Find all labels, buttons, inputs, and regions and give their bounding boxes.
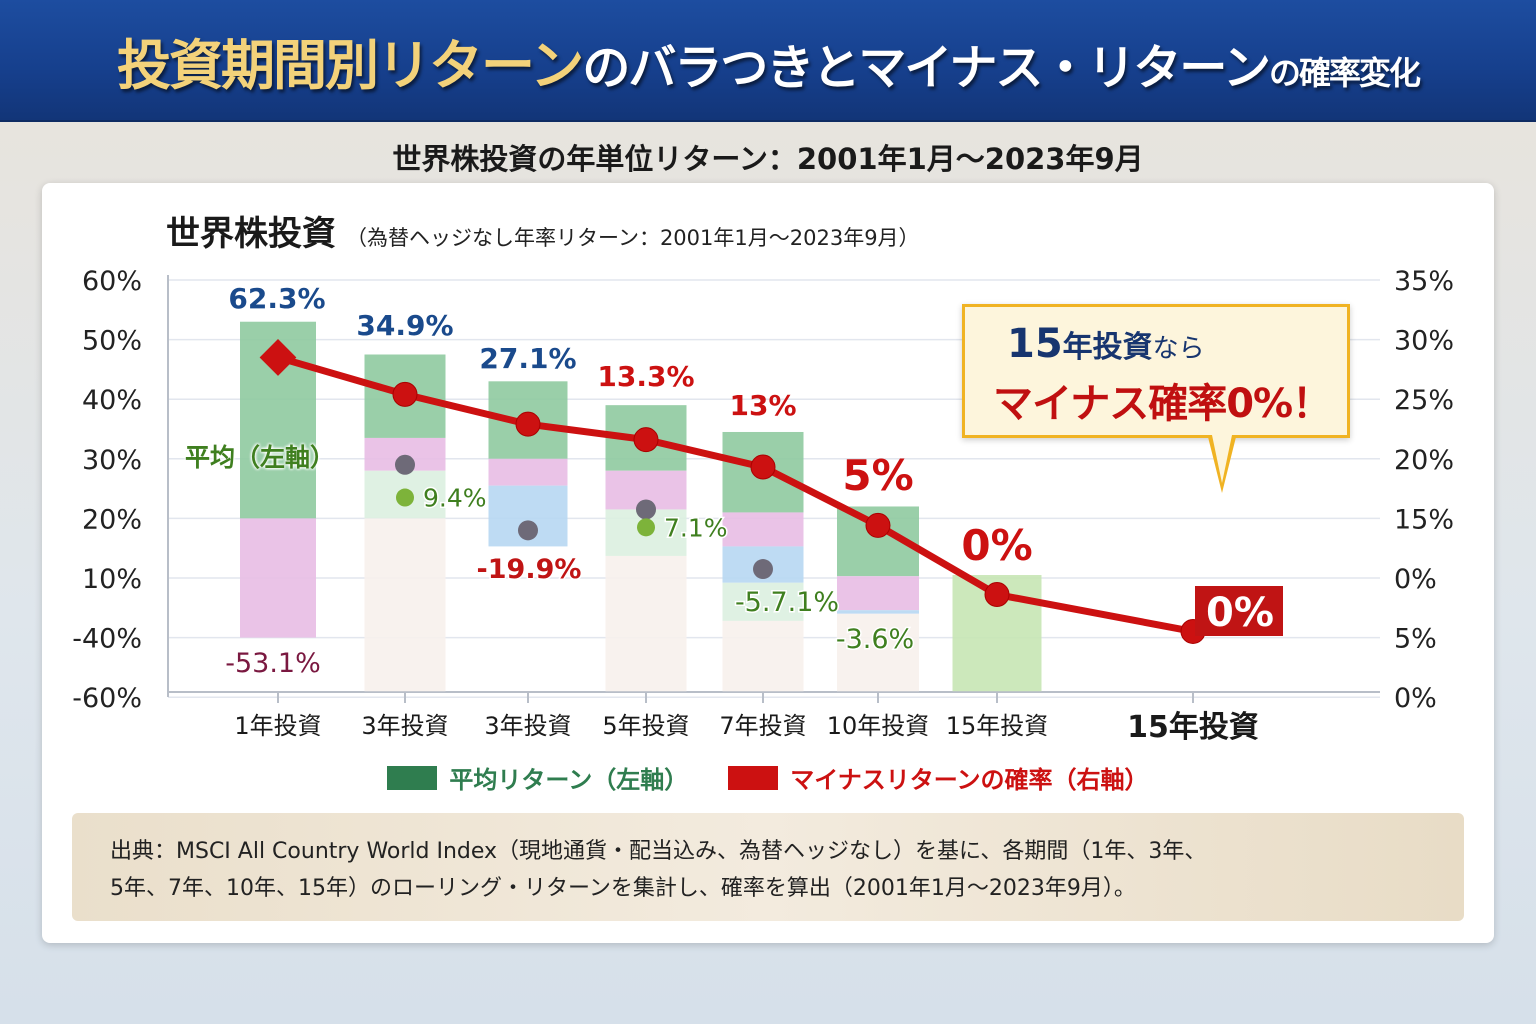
legend-label-prob: マイナスリターンの確率（右軸）	[790, 766, 1149, 794]
left-axis-tick-label: 20%	[82, 504, 142, 535]
callout-num: 15	[1007, 321, 1063, 367]
legend-swatch-green	[387, 765, 438, 790]
title-part-2: のバラつきとマイナス・リターン	[582, 39, 1271, 96]
right-axis-tick-label: 5%	[1394, 624, 1437, 655]
category-label: 15年投資	[946, 712, 1049, 740]
bottom-data-label: -5.7.1%	[735, 587, 839, 618]
bar-segment-beige	[837, 613, 919, 692]
source-line2: 5年、7年、10年、15年）のローリング・リターンを集計し、確率を算出（2001…	[110, 876, 1136, 901]
category-label: 3年投資	[361, 712, 448, 740]
average-dot	[396, 488, 414, 507]
average-dot	[637, 518, 655, 537]
category-label: 7年投資	[719, 712, 806, 740]
right-axis-tick-label: 15%	[1394, 504, 1454, 535]
median-dot	[636, 499, 656, 520]
left-axis-tick-label: -60%	[72, 683, 142, 714]
right-axis-tick-label: 25%	[1394, 385, 1454, 416]
average-label: 7.1%	[664, 513, 728, 542]
left-axis-tick-label: 50%	[82, 326, 142, 357]
bar-segment-blue	[837, 610, 919, 614]
right-axis-tick-label: 30%	[1394, 326, 1454, 357]
legend: 平均リターン（左軸） マイナスリターンの確率（右軸）	[0, 760, 1536, 795]
legend-item-prob: マイナスリターンの確率（右軸）	[728, 760, 1149, 795]
top-data-label: 34.9%	[356, 309, 453, 342]
median-dot	[395, 454, 415, 475]
chart-title-main: 世界株投資	[166, 214, 336, 254]
callout-end: なら	[1152, 334, 1205, 364]
bottom-data-label: -53.1%	[225, 648, 321, 679]
chart-title-sub: （為替ヘッジなし年率リターン：2001年1月〜2023年9月）	[346, 226, 920, 250]
bar-segment-pink	[837, 576, 919, 611]
subtitle: 世界株投資の年単位リターン：2001年1月〜2023年9月	[392, 142, 1144, 176]
category-label: 5年投資	[602, 712, 689, 740]
probability-marker	[750, 454, 776, 480]
probability-marker	[984, 582, 1010, 608]
bottom-data-label: -19.9%	[477, 554, 582, 585]
probability-line	[277, 354, 1194, 635]
top-data-label: 0%	[961, 521, 1032, 570]
average-label: 9.4%	[423, 484, 487, 513]
bar-segment-beige	[364, 518, 446, 692]
legend-item-avg: 平均リターン（左軸）	[387, 760, 688, 795]
callout-mid: 年投資	[1062, 330, 1153, 365]
category-label: 10年投資	[827, 712, 930, 740]
probability-marker	[865, 512, 891, 538]
title-part-3: の確率変化	[1268, 53, 1421, 92]
median-dot	[518, 520, 538, 541]
probability-box-label: 0%	[1206, 590, 1274, 636]
category-label: 15年投資	[1127, 710, 1259, 745]
right-axis-tick-label: 35%	[1394, 266, 1454, 297]
bar-segment-pink	[488, 458, 568, 486]
top-data-label: 13.3%	[597, 360, 694, 393]
callout-line2: マイナス確率0%！	[993, 381, 1332, 427]
top-data-label: 5%	[842, 451, 913, 500]
median-dot	[753, 559, 773, 580]
probability-marker-diamond	[259, 339, 297, 376]
probability-marker	[633, 427, 659, 453]
left-axis-tick-label: -40%	[72, 624, 142, 655]
right-axis-tick-label: 20%	[1394, 445, 1454, 476]
left-axis-tick-label: 60%	[82, 266, 142, 297]
category-label: 1年投資	[234, 712, 321, 740]
bottom-data-label: -3.6%	[836, 624, 914, 655]
source-note: 出典：MSCI All Country World Index（現地通貨・配当込…	[72, 813, 1464, 921]
category-label: 3年投資	[484, 712, 571, 740]
left-axis-tick-label: 10%	[82, 564, 142, 595]
probability-box	[1195, 586, 1283, 636]
top-data-label: 27.1%	[479, 342, 576, 375]
page-title: 投資期間別リターンのバラつきとマイナス・リターンの確率変化	[117, 21, 1421, 100]
bar-segment-lgreen	[722, 582, 804, 621]
callout-box: 15年投資なら マイナス確率0%！	[962, 304, 1350, 438]
probability-marker	[515, 411, 541, 437]
callout-line1: 15年投資なら	[1007, 321, 1205, 367]
bar-segment-pink	[722, 512, 804, 547]
bar-segment-pink	[240, 518, 316, 638]
bar-segment-beige	[605, 555, 687, 692]
header-banner: 投資期間別リターンのバラつきとマイナス・リターンの確率変化	[0, 0, 1536, 122]
legend-swatch-red	[728, 765, 779, 790]
bar-segment-beige	[722, 620, 804, 692]
left-axis-annotation: 平均（左軸）	[184, 443, 335, 472]
right-axis-tick-label: 0%	[1394, 683, 1437, 714]
probability-marker	[392, 381, 418, 407]
chart-title: 世界株投資 （為替ヘッジなし年率リターン：2001年1月〜2023年9月）	[166, 206, 920, 255]
source-line1: 出典：MSCI All Country World Index（現地通貨・配当込…	[110, 839, 1207, 864]
top-data-label: 62.3%	[228, 282, 325, 315]
right-axis-tick-label: 0%	[1394, 564, 1437, 595]
left-axis-tick-label: 30%	[82, 445, 142, 476]
title-part-1: 投資期間別リターン	[117, 33, 584, 97]
legend-label-avg: 平均リターン（左軸）	[449, 766, 689, 794]
top-data-label: 13%	[729, 389, 796, 422]
callout-tail	[1208, 435, 1236, 493]
left-axis-tick-label: 40%	[82, 385, 142, 416]
